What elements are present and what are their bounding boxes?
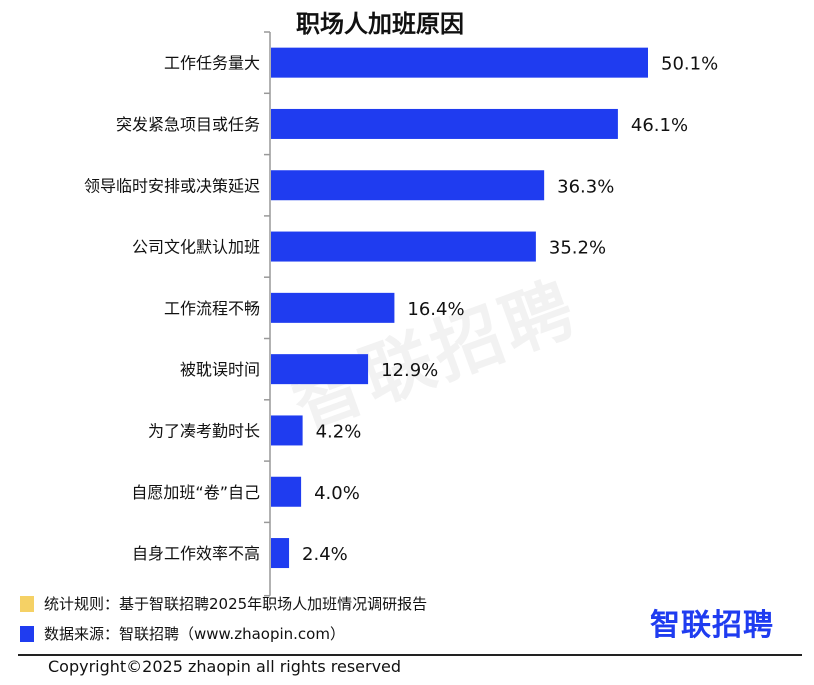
legend-rule-swatch (20, 595, 34, 612)
bar-chart: 工作任务量大 50.1% 突发紧急项目或任务 46.1% 领导临时安排或决策延迟 36.3… (84, 31, 718, 597)
bar (271, 538, 290, 569)
chart-title: 职场人加班原因 (296, 10, 464, 38)
bar (271, 231, 536, 262)
value-label: 16.4% (407, 299, 464, 320)
category-label: 自愿加班“卷”自己 (131, 483, 260, 502)
bar (271, 415, 303, 446)
value-label: 2.4% (302, 544, 348, 565)
bar (271, 292, 395, 323)
bar (271, 354, 369, 385)
footer-divider (18, 654, 802, 656)
category-label: 被耽误时间 (180, 360, 260, 379)
copyright-text: Copyright©2025 zhaopin all rights reserv… (48, 657, 402, 676)
legend-rule-text: 统计规则：基于智联招聘2025年职场人加班情况调研报告 (44, 595, 428, 613)
bar (271, 476, 302, 507)
legend-source-swatch (20, 625, 34, 642)
category-label: 自身工作效率不高 (132, 544, 260, 563)
category-label: 公司文化默认加班 (132, 238, 260, 257)
bar (271, 170, 545, 201)
value-label: 35.2% (549, 238, 606, 259)
brand-logo: 智联招聘 (650, 608, 774, 643)
legend-source-text: 数据来源：智联招聘（www.zhaopin.com） (44, 625, 345, 643)
bar (271, 108, 618, 139)
legend-rule: 统计规则：基于智联招聘2025年职场人加班情况调研报告 (20, 593, 427, 614)
category-label: 为了凑考勤时长 (148, 421, 260, 440)
value-label: 46.1% (631, 115, 688, 136)
category-label: 领导临时安排或决策延迟 (84, 176, 260, 195)
category-label: 工作流程不畅 (164, 299, 260, 318)
value-label: 36.3% (557, 176, 614, 197)
value-label: 4.0% (314, 483, 360, 504)
legend-source: 数据来源：智联招聘（www.zhaopin.com） (20, 623, 345, 644)
value-label: 12.9% (381, 360, 438, 381)
bar (271, 47, 648, 78)
category-label: 突发紧急项目或任务 (116, 115, 260, 134)
category-label: 工作任务量大 (164, 54, 260, 73)
value-label: 50.1% (661, 54, 718, 75)
value-label: 4.2% (316, 421, 362, 442)
